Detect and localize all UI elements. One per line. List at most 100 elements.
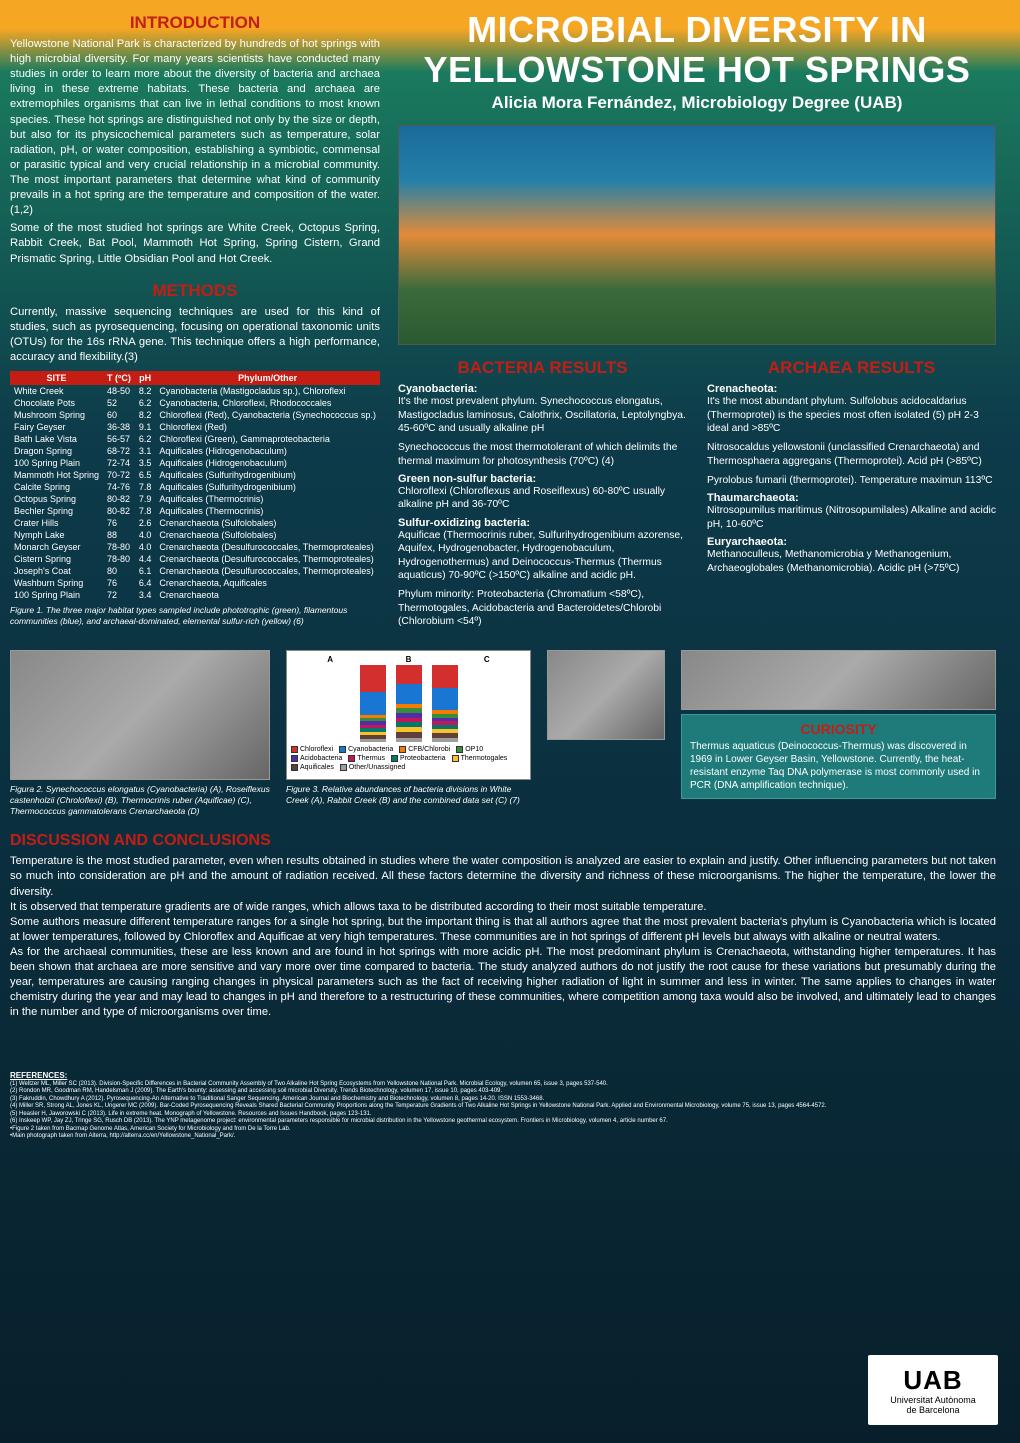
table-cell: 7.8 [135,505,156,517]
table-cell: 7.9 [135,493,156,505]
legend-label: CFB/Chlorobi [408,746,450,753]
top-columns: INTRODUCTION Yellowstone National Park i… [10,10,996,628]
table-cell: Cyanobacteria (Mastigocladus sp.), Chlor… [155,385,380,397]
chart-segment [360,665,386,692]
main-title: MICROBIAL DIVERSITY IN YELLOWSTONE HOT S… [398,10,996,89]
table-row: Calcite Spring74-767.8Aquificales (Sulfu… [10,481,380,493]
table-cell: 72 [103,589,135,601]
table-row: Dragon Spring68-723.1Aquificales (Hidrog… [10,445,380,457]
sulfur-body: Aquificae (Thermocrinis ruber, Sulfurihy… [398,529,687,583]
figure-strip: Figura 2. Synechococcus elongatus (Cyano… [10,650,996,816]
table-row: Bechler Spring80-827.8Aquificales (Therm… [10,505,380,517]
table-row: Mammoth Hot Spring70-726.5Aquificales (S… [10,469,380,481]
cre-head: Crenacheota: [707,383,996,395]
legend-item: Chloroflexi [291,746,333,753]
legend-swatch [399,746,406,753]
references-heading: REFERENCES: [10,1071,996,1081]
table-cell: 6.4 [135,577,156,589]
figure1-caption: Figure 1. The three major habitat types … [10,605,380,626]
reference-item: •Main photograph taken from Alterra, htt… [10,1133,996,1141]
table-cell: 78-80 [103,541,135,553]
table-cell: 6.2 [135,397,156,409]
table-cell: Cyanobacteria, Chloroflexi, Rhodococcale… [155,397,380,409]
legend-item: OP10 [456,746,483,753]
table-cell: 3.5 [135,457,156,469]
table-cell: Bath Lake Vista [10,433,103,445]
table-cell: 60 [103,409,135,421]
thaum-body: Nitrosopumilus maritimus (Nitrosopumilal… [707,504,996,531]
table-header: SITE [10,371,103,385]
table-cell: Calcite Spring [10,481,103,493]
figure4-image-block [547,650,665,740]
legend-label: Proteobacteria [400,755,446,762]
left-column: INTRODUCTION Yellowstone National Park i… [10,10,380,628]
chart-segment [396,665,422,685]
table-cell: 4.0 [135,529,156,541]
chart-segment [360,739,386,742]
legend-item: CFB/Chlorobi [399,746,450,753]
table-cell: Nymph Lake [10,529,103,541]
eury-head: Euryarchaeota: [707,536,996,548]
table-cell: 36-38 [103,421,135,433]
table-cell: 56-57 [103,433,135,445]
cre-body3: Pyrolobus fumarii (thermoprotei). Temper… [707,474,996,487]
right-column: MICROBIAL DIVERSITY IN YELLOWSTONE HOT S… [398,10,996,628]
table-cell: Monarch Geyser [10,541,103,553]
table-row: White Creek48-508.2Cyanobacteria (Mastig… [10,385,380,397]
uab-logo-line2: de Barcelona [906,1406,959,1415]
legend-swatch [456,746,463,753]
table-cell: 80-82 [103,493,135,505]
table-cell: Aquificales (Thermocrinis) [155,493,380,505]
table-cell: 8.2 [135,409,156,421]
curiosity-block: CURIOSITY Thermus aquaticus (Deinococcus… [681,650,996,799]
table-row: Crater Hills762.6Crenarchaeota (Sulfolob… [10,517,380,529]
chart-bar [396,665,422,743]
thaum-head: Thaumarchaeota: [707,492,996,504]
table-cell: 80-82 [103,505,135,517]
legend-item: Aquificales [291,764,334,771]
sulfur-head: Sulfur-oxidizing bacteria: [398,517,687,529]
table-cell: Aquificales (Hidrogenobaculum) [155,445,380,457]
reference-item: (4) Miller SR, Strong AL, Jones KL, Unge… [10,1103,996,1111]
legend-swatch [291,764,298,771]
table-cell: Dragon Spring [10,445,103,457]
legend-swatch [348,755,355,762]
table-cell: Cistern Spring [10,553,103,565]
table-cell: Chloroflexi (Red) [155,421,380,433]
uab-logo: UAB Universitat Autònoma de Barcelona [868,1355,998,1425]
table-cell: Octopus Spring [10,493,103,505]
table-cell: 70-72 [103,469,135,481]
methods-heading: METHODS [10,281,380,301]
table-cell: 76 [103,517,135,529]
legend-swatch [291,746,298,753]
sites-table: SITET (ºC)pHPhylum/Other White Creek48-5… [10,371,380,601]
uab-logo-top: UAB [903,1365,962,1396]
legend-item: Thermus [348,755,385,762]
discussion-p3: Some authors measure different temperatu… [10,915,996,945]
cyano-body2: Synechococcus the most thermotolerant of… [398,441,687,468]
table-cell: 3.1 [135,445,156,457]
green-body: Chloroflexi (Chloroflexus and Roseiflexu… [398,485,687,512]
table-row: Nymph Lake884.0Crenarchaeota (Sulfolobal… [10,529,380,541]
introduction-body-2: Some of the most studied hot springs are… [10,221,380,266]
cre-body: It's the most abundant phylum. Sulfolobu… [707,395,996,435]
table-cell: 6.5 [135,469,156,481]
methods-body: Currently, massive sequencing techniques… [10,305,380,365]
figure3-block: ABC ChloroflexiCyanobacteriaCFB/Chlorobi… [286,650,531,805]
references-block: REFERENCES: (1) Weltzer ML, Miller SC (2… [10,1071,996,1141]
author-line: Alicia Mora Fernández, Microbiology Degr… [398,93,996,113]
figure2-caption: Figura 2. Synechococcus elongatus (Cyano… [10,784,270,816]
discussion-p4: As for the archaeal communities, these a… [10,945,996,1021]
table-cell: Crater Hills [10,517,103,529]
legend-item: Proteobacteria [391,755,446,762]
minor-body: Phylum minority: Proteobacteria (Chromat… [398,588,687,628]
reference-item: (2) Rondon MR, Goodman RM, Handelsman J … [10,1088,996,1096]
table-cell: Aquificales (Sulfurihydrogenibium) [155,481,380,493]
legend-swatch [452,755,459,762]
chart-segment [396,684,422,704]
table-header: Phylum/Other [155,371,380,385]
table-cell: 100 Spring Plain [10,589,103,601]
legend-swatch [391,755,398,762]
table-cell: Bechler Spring [10,505,103,517]
table-row: Fairy Geyser36-389.1Chloroflexi (Red) [10,421,380,433]
